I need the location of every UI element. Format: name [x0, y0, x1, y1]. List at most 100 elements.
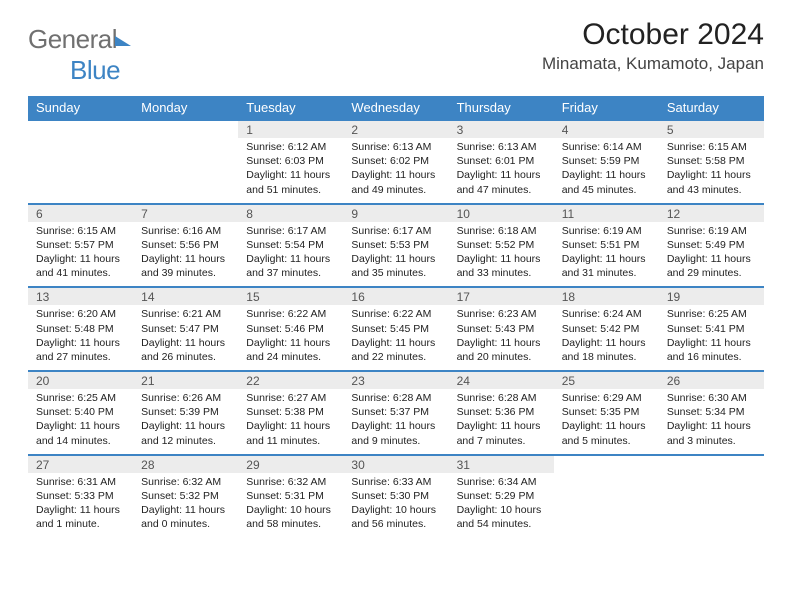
- day-number: 28: [133, 454, 238, 473]
- sunset-line: Sunset: 6:03 PM: [246, 154, 335, 168]
- day-header-row: SundayMondayTuesdayWednesdayThursdayFrid…: [28, 96, 764, 119]
- sunrise-line: Sunrise: 6:22 AM: [351, 307, 440, 321]
- sunrise-line: Sunrise: 6:17 AM: [246, 224, 335, 238]
- day-number: 14: [133, 286, 238, 305]
- sunset-line: Sunset: 5:31 PM: [246, 489, 335, 503]
- sunset-line: Sunset: 5:57 PM: [36, 238, 125, 252]
- day-number: 17: [449, 286, 554, 305]
- sunset-line: Sunset: 5:36 PM: [457, 405, 546, 419]
- daylight-line: Daylight: 11 hours and 35 minutes.: [351, 252, 440, 280]
- day-number: 6: [28, 203, 133, 222]
- sunrise-line: Sunrise: 6:17 AM: [351, 224, 440, 238]
- sunset-line: Sunset: 5:29 PM: [457, 489, 546, 503]
- sunrise-line: Sunrise: 6:13 AM: [457, 140, 546, 154]
- sunset-line: Sunset: 5:32 PM: [141, 489, 230, 503]
- daylight-line: Daylight: 11 hours and 3 minutes.: [667, 419, 756, 447]
- day-cell: Sunrise: 6:23 AMSunset: 5:43 PMDaylight:…: [449, 305, 554, 370]
- logo: General Blue: [28, 24, 131, 86]
- daylight-line: Daylight: 11 hours and 0 minutes.: [141, 503, 230, 531]
- sunrise-line: Sunrise: 6:28 AM: [457, 391, 546, 405]
- day-cell: Sunrise: 6:30 AMSunset: 5:34 PMDaylight:…: [659, 389, 764, 454]
- day-number: 4: [554, 119, 659, 138]
- week-content-row: Sunrise: 6:15 AMSunset: 5:57 PMDaylight:…: [28, 222, 764, 287]
- sunrise-line: Sunrise: 6:26 AM: [141, 391, 230, 405]
- sunset-line: Sunset: 5:41 PM: [667, 322, 756, 336]
- sunrise-line: Sunrise: 6:15 AM: [667, 140, 756, 154]
- daylight-line: Daylight: 11 hours and 41 minutes.: [36, 252, 125, 280]
- sunrise-line: Sunrise: 6:32 AM: [141, 475, 230, 489]
- sunrise-line: Sunrise: 6:28 AM: [351, 391, 440, 405]
- empty-cell: [554, 454, 659, 473]
- day-number: 30: [343, 454, 448, 473]
- sunrise-line: Sunrise: 6:15 AM: [36, 224, 125, 238]
- sunset-line: Sunset: 5:35 PM: [562, 405, 651, 419]
- sunset-line: Sunset: 5:47 PM: [141, 322, 230, 336]
- sunrise-line: Sunrise: 6:23 AM: [457, 307, 546, 321]
- logo-triangle-icon: [115, 36, 131, 46]
- sunset-line: Sunset: 5:59 PM: [562, 154, 651, 168]
- sunset-line: Sunset: 5:46 PM: [246, 322, 335, 336]
- sunrise-line: Sunrise: 6:25 AM: [667, 307, 756, 321]
- empty-cell: [133, 119, 238, 138]
- day-cell: Sunrise: 6:19 AMSunset: 5:51 PMDaylight:…: [554, 222, 659, 287]
- day-number: 20: [28, 370, 133, 389]
- sunrise-line: Sunrise: 6:12 AM: [246, 140, 335, 154]
- day-number: 29: [238, 454, 343, 473]
- day-number: 21: [133, 370, 238, 389]
- sunset-line: Sunset: 5:33 PM: [36, 489, 125, 503]
- daylight-line: Daylight: 11 hours and 14 minutes.: [36, 419, 125, 447]
- sunrise-line: Sunrise: 6:30 AM: [667, 391, 756, 405]
- day-cell: Sunrise: 6:18 AMSunset: 5:52 PMDaylight:…: [449, 222, 554, 287]
- empty-cell: [28, 138, 133, 203]
- day-number: 10: [449, 203, 554, 222]
- daylight-line: Daylight: 11 hours and 43 minutes.: [667, 168, 756, 196]
- location: Minamata, Kumamoto, Japan: [542, 54, 764, 74]
- day-cell: Sunrise: 6:17 AMSunset: 5:54 PMDaylight:…: [238, 222, 343, 287]
- logo-text-1: General: [28, 24, 117, 54]
- week-content-row: Sunrise: 6:31 AMSunset: 5:33 PMDaylight:…: [28, 473, 764, 538]
- daylight-line: Daylight: 11 hours and 7 minutes.: [457, 419, 546, 447]
- daylight-line: Daylight: 11 hours and 27 minutes.: [36, 336, 125, 364]
- empty-cell: [659, 473, 764, 538]
- day-number: 3: [449, 119, 554, 138]
- day-number: 2: [343, 119, 448, 138]
- sunrise-line: Sunrise: 6:24 AM: [562, 307, 651, 321]
- sunset-line: Sunset: 5:51 PM: [562, 238, 651, 252]
- daylight-line: Daylight: 10 hours and 54 minutes.: [457, 503, 546, 531]
- sunset-line: Sunset: 5:40 PM: [36, 405, 125, 419]
- sunset-line: Sunset: 5:43 PM: [457, 322, 546, 336]
- day-number: 13: [28, 286, 133, 305]
- day-number: 26: [659, 370, 764, 389]
- day-cell: Sunrise: 6:32 AMSunset: 5:32 PMDaylight:…: [133, 473, 238, 538]
- daylight-line: Daylight: 11 hours and 47 minutes.: [457, 168, 546, 196]
- day-cell: Sunrise: 6:13 AMSunset: 6:02 PMDaylight:…: [343, 138, 448, 203]
- daylight-line: Daylight: 11 hours and 26 minutes.: [141, 336, 230, 364]
- day-cell: Sunrise: 6:28 AMSunset: 5:36 PMDaylight:…: [449, 389, 554, 454]
- day-cell: Sunrise: 6:12 AMSunset: 6:03 PMDaylight:…: [238, 138, 343, 203]
- day-header: Tuesday: [238, 96, 343, 119]
- daylight-line: Daylight: 11 hours and 16 minutes.: [667, 336, 756, 364]
- week-number-row: 20212223242526: [28, 370, 764, 389]
- daylight-line: Daylight: 11 hours and 37 minutes.: [246, 252, 335, 280]
- day-header: Wednesday: [343, 96, 448, 119]
- daylight-line: Daylight: 11 hours and 31 minutes.: [562, 252, 651, 280]
- sunset-line: Sunset: 5:52 PM: [457, 238, 546, 252]
- sunset-line: Sunset: 5:30 PM: [351, 489, 440, 503]
- sunset-line: Sunset: 6:01 PM: [457, 154, 546, 168]
- month-title: October 2024: [542, 18, 764, 52]
- day-number: 7: [133, 203, 238, 222]
- sunrise-line: Sunrise: 6:13 AM: [351, 140, 440, 154]
- sunrise-line: Sunrise: 6:27 AM: [246, 391, 335, 405]
- day-cell: Sunrise: 6:25 AMSunset: 5:41 PMDaylight:…: [659, 305, 764, 370]
- sunrise-line: Sunrise: 6:20 AM: [36, 307, 125, 321]
- sunset-line: Sunset: 5:38 PM: [246, 405, 335, 419]
- day-header: Monday: [133, 96, 238, 119]
- daylight-line: Daylight: 11 hours and 49 minutes.: [351, 168, 440, 196]
- weeks-container: 12345Sunrise: 6:12 AMSunset: 6:03 PMDayl…: [28, 119, 764, 537]
- daylight-line: Daylight: 11 hours and 18 minutes.: [562, 336, 651, 364]
- day-cell: Sunrise: 6:24 AMSunset: 5:42 PMDaylight:…: [554, 305, 659, 370]
- title-block: October 2024 Minamata, Kumamoto, Japan: [542, 18, 764, 74]
- sunset-line: Sunset: 5:54 PM: [246, 238, 335, 252]
- daylight-line: Daylight: 11 hours and 20 minutes.: [457, 336, 546, 364]
- day-number: 27: [28, 454, 133, 473]
